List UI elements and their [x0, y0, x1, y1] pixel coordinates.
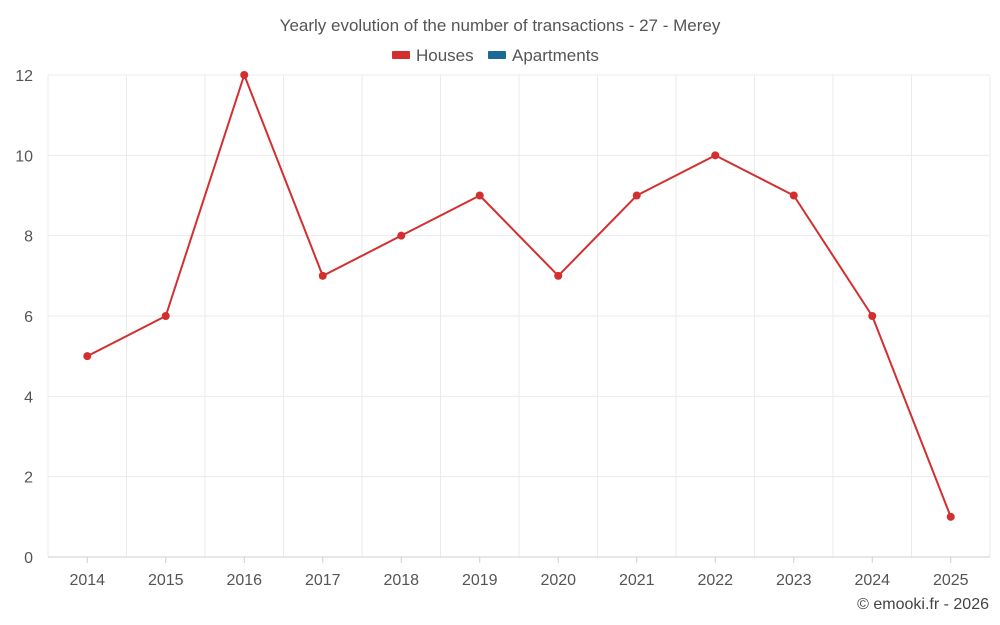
x-tick-label: 2014: [69, 572, 105, 589]
y-tick-label: 12: [15, 68, 33, 85]
data-point-houses[interactable]: [711, 151, 720, 160]
credit-text: © emooki.fr - 2026: [857, 596, 989, 613]
legend-swatch-houses: [392, 51, 410, 59]
y-tick-label: 10: [15, 148, 33, 165]
data-point-houses[interactable]: [240, 71, 249, 79]
y-axis: 0 2 4 6 8 10 12: [15, 68, 33, 567]
x-tick-label: 2018: [383, 572, 419, 589]
series-line-houses: [86, 74, 952, 518]
data-point-houses[interactable]: [318, 271, 327, 280]
legend: Houses Apartments: [392, 46, 599, 65]
x-tick-label: 2024: [854, 572, 890, 589]
data-point-houses[interactable]: [946, 512, 955, 521]
x-tick-label: 2022: [697, 572, 733, 589]
y-tick-label: 2: [24, 470, 33, 487]
y-tick-label: 4: [24, 389, 33, 406]
legend-item-apartments[interactable]: Apartments: [488, 46, 599, 65]
data-point-houses[interactable]: [868, 312, 877, 320]
data-point-houses[interactable]: [475, 191, 484, 200]
y-tick-label: 0: [24, 550, 33, 567]
data-point-houses[interactable]: [554, 271, 563, 280]
x-tick-label: 2016: [226, 572, 262, 589]
series-houses: [83, 71, 955, 521]
y-tick-label: 8: [24, 229, 33, 246]
data-point-houses[interactable]: [397, 231, 406, 240]
x-axis: 2014 2015 2016 2017 2018 2019 2020 2021 2022 2023…: [48, 556, 990, 589]
data-point-houses[interactable]: [789, 191, 798, 200]
legend-label-houses: Houses: [416, 46, 474, 65]
x-tick-label: 2019: [462, 572, 498, 589]
data-point-houses[interactable]: [161, 312, 170, 320]
legend-item-houses[interactable]: Houses: [392, 46, 474, 65]
legend-swatch-apartments: [488, 51, 506, 59]
legend-label-apartments: Apartments: [512, 46, 599, 65]
x-tick-label: 2021: [619, 572, 655, 589]
gridlines: [47, 74, 991, 557]
chart-title: Yearly evolution of the number of transa…: [280, 16, 721, 35]
x-tick-label: 2025: [933, 572, 969, 589]
x-tick-label: 2015: [148, 572, 184, 589]
x-tick-label: 2020: [540, 572, 576, 589]
data-point-houses[interactable]: [632, 191, 641, 200]
data-point-houses[interactable]: [83, 352, 92, 361]
y-tick-label: 6: [24, 309, 33, 326]
x-tick-label: 2017: [305, 572, 341, 589]
x-tick-label: 2023: [776, 572, 812, 589]
